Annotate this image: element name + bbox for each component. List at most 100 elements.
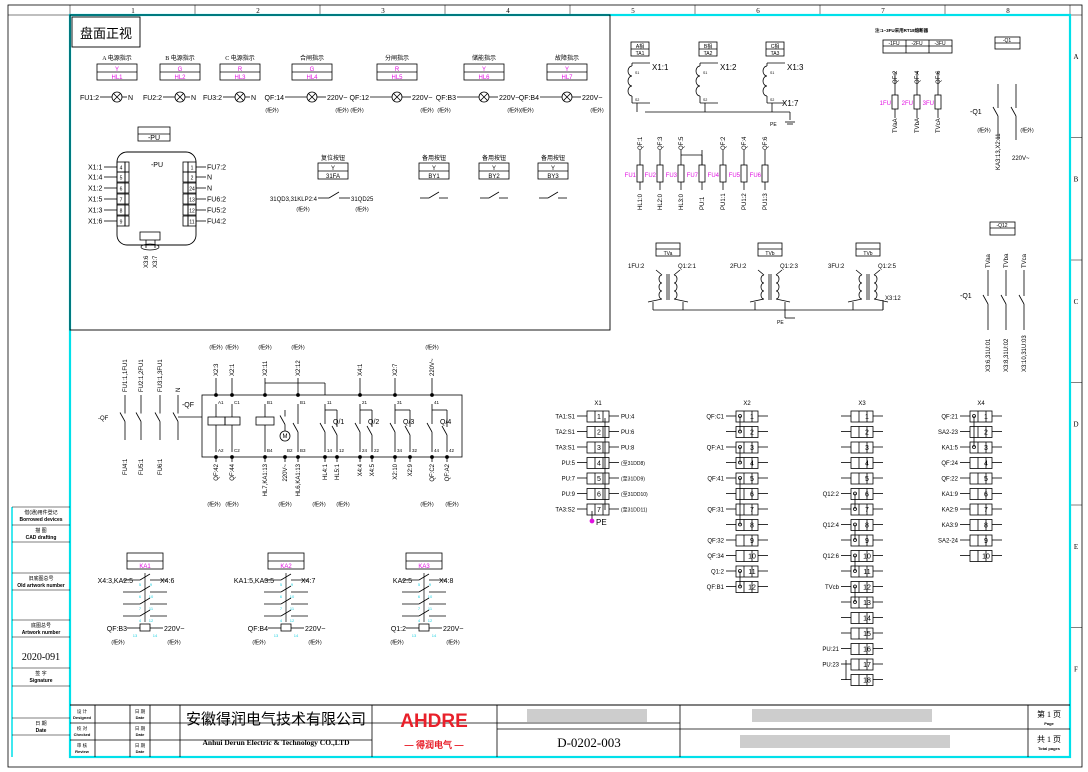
breaker-output-wire: FU5:1 bbox=[139, 458, 145, 475]
pin-number: 5 bbox=[418, 582, 421, 587]
ct-s2: S2 bbox=[703, 98, 707, 102]
redacted-text bbox=[527, 709, 647, 722]
fuse-icon bbox=[740, 164, 748, 183]
pin-number: C1 bbox=[234, 400, 240, 405]
terminal-number: 12 bbox=[863, 585, 871, 592]
artwork-number-value: 2020-091 bbox=[22, 652, 60, 663]
relay-coil-icon bbox=[280, 623, 292, 632]
relay-contact bbox=[418, 585, 430, 593]
strip-label: 借(通)用件登记 bbox=[24, 509, 57, 516]
q12-bottom-wire: X3:10,31U:03 bbox=[1022, 335, 1028, 372]
pin-number: 12 bbox=[290, 618, 295, 623]
node bbox=[214, 393, 218, 397]
note: (柜外) bbox=[111, 639, 125, 646]
terminal-number: 10 bbox=[982, 554, 990, 561]
note: (柜外) bbox=[209, 344, 223, 351]
relay-coil-left-wire: QF:B3 bbox=[107, 626, 127, 633]
q1-label: -Q1 bbox=[970, 109, 982, 116]
terminal-right-wire: PU:6 bbox=[621, 430, 635, 436]
terminal-right-wire: PU:8 bbox=[621, 446, 635, 452]
lamp-icon bbox=[174, 91, 186, 103]
vt-tag-box bbox=[757, 242, 783, 257]
wire bbox=[775, 269, 783, 276]
pin-number: 13 bbox=[133, 633, 138, 638]
switch-contact bbox=[1000, 294, 1007, 305]
vt-right-wire: Q1:2:1 bbox=[678, 264, 697, 270]
relay-id: KA2 bbox=[280, 564, 292, 570]
switch-contact bbox=[292, 422, 299, 433]
note: (柜外) bbox=[167, 639, 181, 646]
indicator-title: A 电源指示 bbox=[102, 54, 132, 62]
q1-bottom-wire: 220V~ bbox=[1012, 156, 1030, 162]
fuse-id: FU6 bbox=[750, 173, 762, 179]
breaker-bottom-wire: X2:9 bbox=[408, 463, 414, 476]
pin-number: 11 bbox=[149, 606, 154, 611]
strip-label: Signature bbox=[29, 678, 52, 684]
terminal-left-wire: QF:C1 bbox=[706, 415, 724, 421]
wire bbox=[563, 93, 571, 101]
node bbox=[738, 522, 742, 527]
terminal-number: 2 bbox=[750, 430, 754, 437]
pin-number: 11 bbox=[327, 400, 332, 405]
wire bbox=[855, 269, 863, 276]
pu-bottom-wire: X3:7 bbox=[153, 255, 159, 268]
vt-left-wire: 2FU:2 bbox=[730, 264, 747, 270]
terminal-number: 4 bbox=[984, 461, 988, 468]
transformer-icon bbox=[658, 274, 663, 300]
coil-icon bbox=[207, 416, 226, 426]
indicator-color: Y bbox=[482, 67, 486, 73]
terminal bbox=[586, 457, 610, 469]
fuse-icon bbox=[698, 164, 706, 183]
breaker-top-wire: X4:1 bbox=[358, 363, 364, 376]
vt-id: TVa bbox=[664, 251, 673, 257]
button-title: 备用按钮 bbox=[482, 154, 506, 162]
wire bbox=[749, 298, 765, 303]
vt-left-wire: 1FU:2 bbox=[628, 264, 645, 270]
pin-number: 31 bbox=[397, 400, 403, 405]
fuse-tag-box bbox=[882, 39, 953, 54]
terminal bbox=[969, 457, 993, 469]
strip-label: 旧底图总号 bbox=[28, 575, 53, 582]
q1-bottom-wire: KA3:13,X2:11 bbox=[996, 133, 1002, 170]
pin-number: 14 bbox=[327, 448, 333, 453]
company-logo-sub: — 得润电气 — bbox=[404, 739, 463, 750]
indicator-note: (柜外) bbox=[335, 107, 349, 114]
note: (柜外) bbox=[207, 501, 221, 508]
title-field-label: 日 期 bbox=[135, 709, 146, 715]
terminal-number: 11 bbox=[748, 569, 755, 576]
fuse-icon bbox=[934, 94, 942, 110]
strip-label: 描 图 bbox=[35, 527, 46, 534]
vt-right-wire: Q1:2:3 bbox=[780, 264, 799, 270]
pin-number: 14 bbox=[432, 633, 437, 638]
node bbox=[230, 455, 234, 459]
indicator-id: HL3 bbox=[234, 75, 246, 81]
terminal bbox=[735, 519, 759, 531]
node bbox=[738, 584, 742, 589]
terminal-right-wire: (至31DD10) bbox=[621, 492, 648, 498]
button-title: 备用按钮 bbox=[541, 154, 565, 162]
pushbutton-contact bbox=[488, 191, 500, 199]
pin-number: 24 bbox=[189, 187, 195, 193]
switch-contact bbox=[389, 422, 396, 433]
pin-number: 9 bbox=[429, 582, 432, 587]
terminal-number: 7 bbox=[597, 507, 601, 514]
ct-phase: C相 bbox=[771, 43, 780, 50]
ct-coil-icon bbox=[695, 65, 701, 97]
pin-number: 12 bbox=[189, 209, 195, 215]
wire bbox=[176, 93, 184, 101]
column-number: 6 bbox=[756, 7, 760, 15]
switch-contact bbox=[331, 425, 338, 436]
node bbox=[296, 393, 300, 397]
indicator-title: 分闸指示 bbox=[385, 54, 409, 62]
fuse-icon bbox=[913, 94, 921, 110]
pin-number: 4 bbox=[418, 618, 421, 623]
terminal bbox=[586, 410, 610, 423]
indicator-title: C 电源指示 bbox=[225, 54, 255, 62]
relay-coil-right-wire: 220V~ bbox=[443, 626, 463, 633]
pin-number: 14 bbox=[153, 633, 158, 638]
terminal-right-wire: (至31DD8) bbox=[621, 461, 645, 467]
pu-right-wire: FU4:2 bbox=[207, 219, 226, 226]
pin-number: 10 bbox=[428, 594, 433, 599]
transformer-icon bbox=[760, 274, 765, 300]
terminal-number: 13 bbox=[863, 600, 871, 607]
